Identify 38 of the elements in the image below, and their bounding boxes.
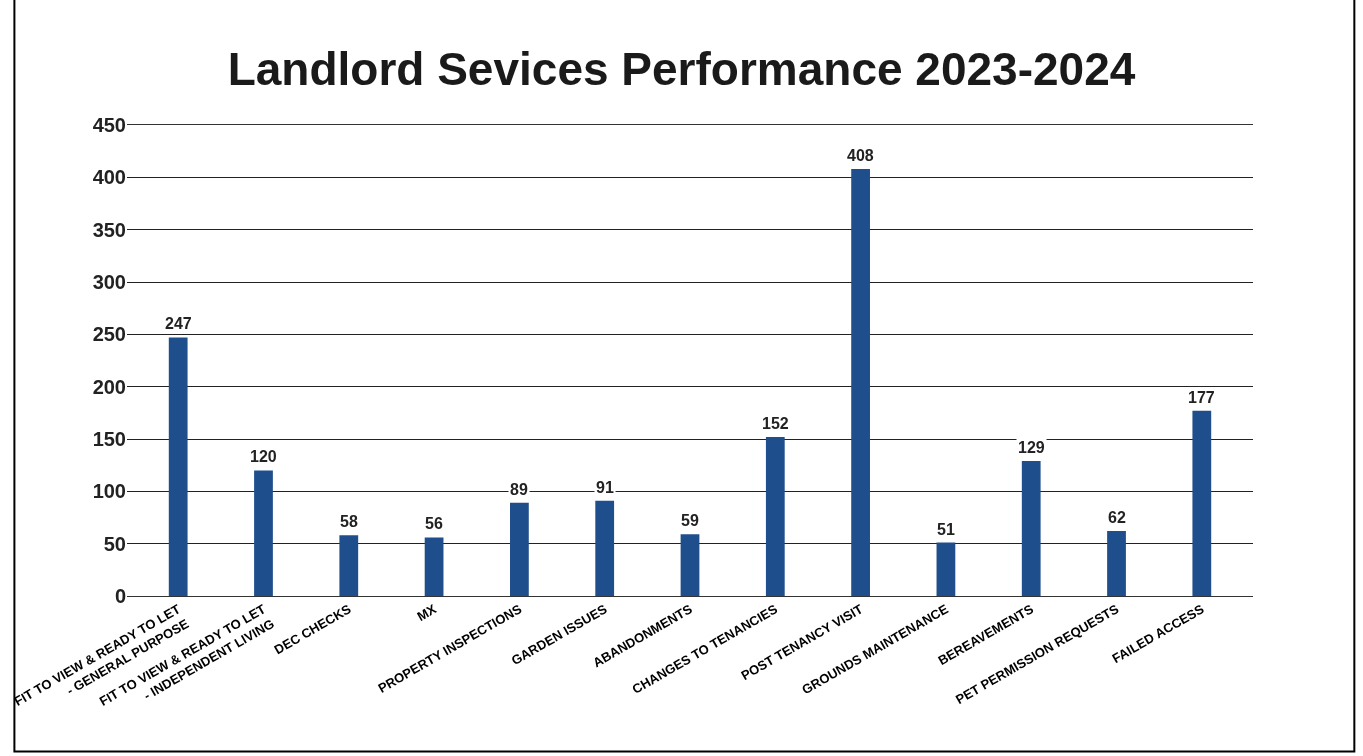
data-label: 56 <box>425 515 443 532</box>
bar <box>254 470 273 596</box>
data-label: 408 <box>847 147 874 164</box>
y-tick-label: 200 <box>92 375 126 398</box>
y-tick-label: 300 <box>92 271 126 293</box>
bar <box>765 436 785 596</box>
data-label: 89 <box>510 481 528 498</box>
y-tick-label: 150 <box>92 428 126 450</box>
data-label: 152 <box>762 415 789 432</box>
data-label: 129 <box>1018 439 1045 456</box>
y-tick-label: 400 <box>92 166 126 189</box>
y-tick-label: 450 <box>92 114 126 136</box>
bar <box>680 534 700 596</box>
y-tick-label: 50 <box>103 532 126 555</box>
x-tick-label: MX <box>414 601 440 625</box>
data-label: 91 <box>596 479 614 496</box>
y-tick-label: 0 <box>114 585 126 607</box>
data-label: 177 <box>1188 389 1215 406</box>
data-label: 59 <box>681 512 699 529</box>
data-label: 247 <box>165 315 192 332</box>
bar <box>1021 460 1041 596</box>
y-tick-label: 100 <box>92 480 126 503</box>
chart-title: Landlord Sevices Performance 2023-2024 <box>227 43 1136 96</box>
y-tick-label: 350 <box>92 218 126 241</box>
bar <box>851 168 870 596</box>
bar <box>936 542 956 596</box>
bar <box>510 502 529 596</box>
bar <box>168 337 188 596</box>
bar <box>1192 410 1212 596</box>
data-label: 58 <box>340 513 358 530</box>
data-label: 62 <box>1108 509 1126 526</box>
bar <box>424 537 444 596</box>
bar <box>595 500 615 596</box>
bar <box>339 535 359 596</box>
bar <box>1107 531 1126 596</box>
data-label: 120 <box>250 448 277 465</box>
data-label: 51 <box>937 521 955 538</box>
y-tick-label: 250 <box>92 323 126 346</box>
